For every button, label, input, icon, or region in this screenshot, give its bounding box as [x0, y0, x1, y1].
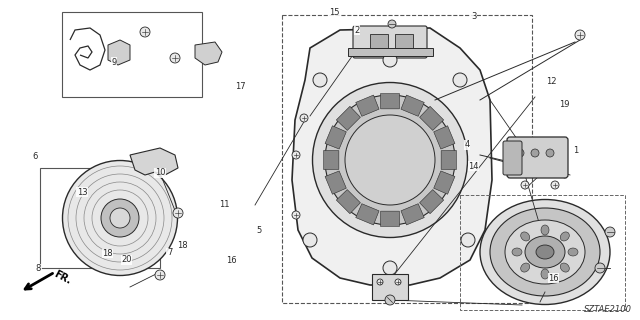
Circle shape	[605, 227, 615, 237]
Polygon shape	[292, 28, 492, 285]
Polygon shape	[401, 204, 424, 225]
Bar	[62, 12, 202, 97]
Text: 15: 15	[330, 8, 340, 17]
Polygon shape	[401, 95, 424, 116]
Polygon shape	[420, 106, 444, 131]
Polygon shape	[195, 42, 222, 65]
Bar	[282, 15, 532, 303]
Ellipse shape	[63, 161, 177, 276]
Circle shape	[170, 53, 180, 63]
Ellipse shape	[541, 225, 549, 235]
Bar	[370, 34, 388, 48]
Polygon shape	[108, 40, 130, 65]
Polygon shape	[325, 126, 346, 149]
FancyBboxPatch shape	[353, 26, 427, 58]
Polygon shape	[325, 171, 346, 194]
Bar	[372, 274, 408, 300]
Text: 5: 5	[257, 226, 262, 235]
Circle shape	[300, 114, 308, 122]
Circle shape	[140, 27, 150, 37]
Polygon shape	[380, 211, 399, 226]
Bar	[40, 168, 160, 268]
Text: 18: 18	[177, 241, 188, 250]
Circle shape	[292, 211, 300, 219]
Text: 11: 11	[219, 200, 229, 209]
Text: 16: 16	[548, 274, 559, 283]
Circle shape	[383, 261, 397, 275]
Polygon shape	[336, 189, 360, 214]
Text: 4: 4	[465, 140, 470, 149]
Ellipse shape	[560, 232, 570, 241]
Text: 2: 2	[355, 26, 360, 35]
Ellipse shape	[110, 208, 130, 228]
Circle shape	[461, 233, 475, 247]
Text: 6: 6	[33, 152, 38, 161]
Circle shape	[155, 270, 165, 280]
FancyBboxPatch shape	[503, 141, 522, 175]
Text: 8: 8	[36, 264, 41, 273]
Ellipse shape	[541, 269, 549, 279]
Ellipse shape	[101, 199, 139, 237]
Text: 12: 12	[547, 77, 557, 86]
Text: 1: 1	[573, 146, 579, 155]
Ellipse shape	[480, 199, 610, 305]
Circle shape	[383, 53, 397, 67]
Text: 20: 20	[122, 255, 132, 264]
Bar	[348, 48, 433, 56]
FancyBboxPatch shape	[507, 137, 568, 178]
Circle shape	[453, 73, 467, 87]
Circle shape	[551, 181, 559, 189]
Circle shape	[377, 279, 383, 285]
Polygon shape	[356, 204, 379, 225]
Polygon shape	[420, 189, 444, 214]
Text: 18: 18	[102, 249, 113, 258]
Circle shape	[521, 181, 529, 189]
Ellipse shape	[560, 263, 570, 272]
Text: 9: 9	[111, 58, 116, 67]
Polygon shape	[441, 150, 456, 170]
Text: 7: 7	[167, 248, 172, 257]
Bar	[395, 34, 413, 48]
Circle shape	[173, 208, 183, 218]
Text: 10: 10	[155, 168, 165, 177]
Polygon shape	[130, 148, 178, 175]
Circle shape	[595, 263, 605, 273]
Circle shape	[388, 20, 396, 28]
Text: 16: 16	[227, 256, 237, 265]
Polygon shape	[434, 126, 455, 149]
Text: 17: 17	[235, 82, 245, 91]
Ellipse shape	[325, 95, 455, 225]
Text: SZTAE2100: SZTAE2100	[584, 305, 632, 314]
Circle shape	[313, 73, 327, 87]
Ellipse shape	[521, 263, 530, 272]
Circle shape	[395, 279, 401, 285]
Ellipse shape	[505, 220, 585, 284]
Circle shape	[575, 30, 585, 40]
Ellipse shape	[536, 245, 554, 259]
Ellipse shape	[568, 248, 578, 256]
Circle shape	[531, 149, 539, 157]
Ellipse shape	[525, 236, 565, 268]
Polygon shape	[324, 150, 339, 170]
Ellipse shape	[312, 83, 467, 237]
Polygon shape	[356, 95, 379, 116]
Circle shape	[546, 149, 554, 157]
Circle shape	[292, 151, 300, 159]
Polygon shape	[434, 171, 455, 194]
Circle shape	[303, 233, 317, 247]
Polygon shape	[336, 106, 360, 131]
Text: FR.: FR.	[52, 269, 72, 287]
Ellipse shape	[521, 232, 530, 241]
Text: 19: 19	[559, 100, 570, 108]
Text: 14: 14	[468, 162, 479, 171]
Ellipse shape	[345, 115, 435, 205]
Circle shape	[385, 295, 395, 305]
Text: 13: 13	[77, 188, 87, 196]
Polygon shape	[380, 94, 399, 109]
Circle shape	[516, 149, 524, 157]
Ellipse shape	[490, 208, 600, 296]
Bar	[460, 195, 625, 310]
Ellipse shape	[512, 248, 522, 256]
Text: 3: 3	[471, 12, 476, 21]
